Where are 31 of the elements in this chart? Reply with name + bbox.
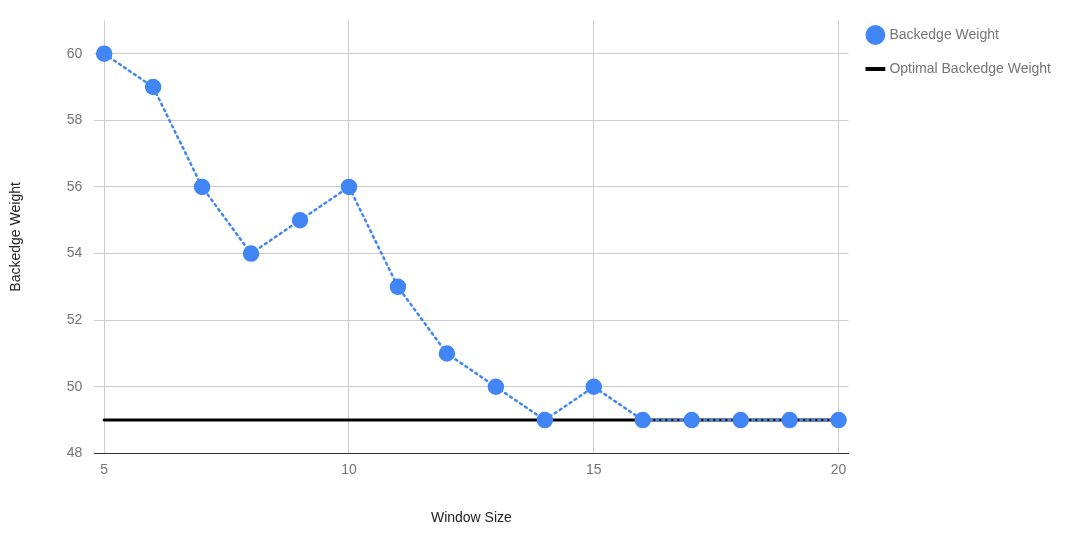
point xyxy=(438,345,456,362)
y-tick-label: 56 xyxy=(66,177,83,194)
y-tick-label: 54 xyxy=(66,244,83,261)
x-tick-label: 5 xyxy=(100,460,109,477)
y-axis-title: Backedge Weight xyxy=(7,182,24,292)
point xyxy=(144,78,162,96)
y-tick-label: 58 xyxy=(66,111,83,128)
point xyxy=(291,212,309,229)
point xyxy=(683,411,700,429)
point xyxy=(389,278,407,296)
point xyxy=(536,411,554,429)
point xyxy=(634,411,652,429)
y-tick-label: 48 xyxy=(66,444,83,461)
x-axis-title: Window Size xyxy=(430,509,513,526)
y-tick-label: 52 xyxy=(66,311,83,328)
point xyxy=(830,411,847,429)
point xyxy=(95,45,113,62)
y-tick-label: 60 xyxy=(66,44,83,61)
x-tick-label: 10 xyxy=(341,460,357,477)
point xyxy=(781,411,798,429)
point xyxy=(242,245,260,262)
point xyxy=(585,378,603,396)
legend-label: Optimal Backedge Weight xyxy=(889,59,1052,76)
legend-label: Backedge Weight xyxy=(889,25,999,42)
y-tick-label: 50 xyxy=(66,377,83,394)
x-tick-label: 15 xyxy=(586,460,602,477)
point xyxy=(732,411,749,429)
point xyxy=(193,178,211,196)
x-tick-label: 20 xyxy=(830,460,847,477)
point xyxy=(487,378,505,396)
point xyxy=(340,178,358,196)
